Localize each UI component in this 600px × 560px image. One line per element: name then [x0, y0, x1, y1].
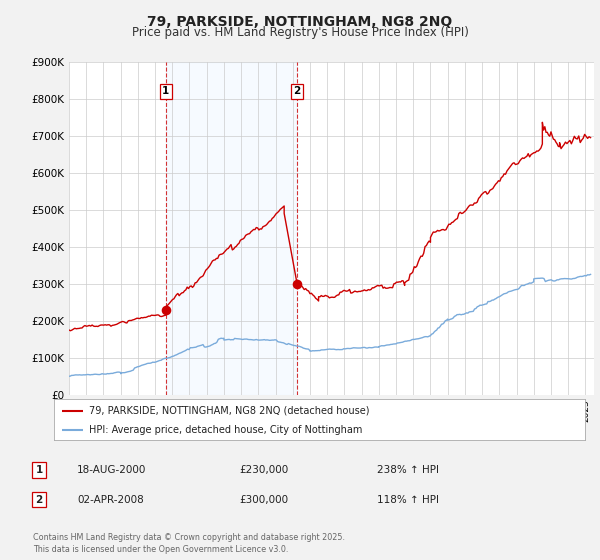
Text: 238% ↑ HPI: 238% ↑ HPI [377, 465, 439, 475]
Text: Price paid vs. HM Land Registry's House Price Index (HPI): Price paid vs. HM Land Registry's House … [131, 26, 469, 39]
Bar [166, 62, 297, 395]
Text: £230,000: £230,000 [239, 465, 289, 475]
Text: 2: 2 [293, 86, 301, 96]
Text: Contains HM Land Registry data © Crown copyright and database right 2025.
This d: Contains HM Land Registry data © Crown c… [33, 533, 345, 554]
Text: 79, PARKSIDE, NOTTINGHAM, NG8 2NQ: 79, PARKSIDE, NOTTINGHAM, NG8 2NQ [148, 15, 452, 29]
Text: 02-APR-2008: 02-APR-2008 [77, 494, 145, 505]
Text: 79, PARKSIDE, NOTTINGHAM, NG8 2NQ (detached house): 79, PARKSIDE, NOTTINGHAM, NG8 2NQ (detac… [89, 405, 369, 416]
Text: 2: 2 [35, 494, 43, 505]
Text: £300,000: £300,000 [239, 494, 289, 505]
Text: 118% ↑ HPI: 118% ↑ HPI [377, 494, 439, 505]
Text: HPI: Average price, detached house, City of Nottingham: HPI: Average price, detached house, City… [89, 424, 362, 435]
Text: 1: 1 [35, 465, 43, 475]
Text: 18-AUG-2000: 18-AUG-2000 [76, 465, 146, 475]
Point [161, 305, 171, 314]
Point [292, 279, 302, 288]
Text: 1: 1 [162, 86, 170, 96]
